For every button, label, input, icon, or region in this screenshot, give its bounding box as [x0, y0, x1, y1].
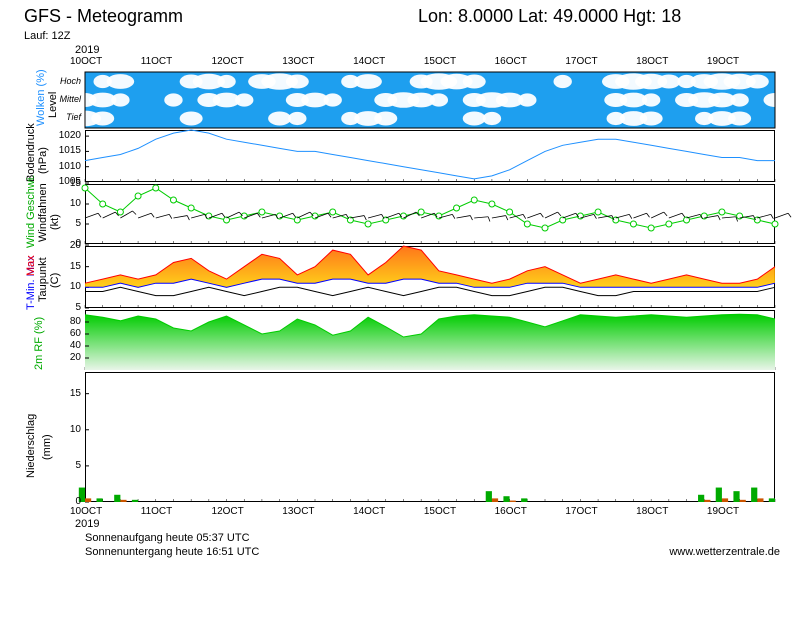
ylabel-temp2: Taupunkt — [37, 257, 49, 302]
ytick-rh: 60 — [53, 328, 81, 339]
ylabel-wind2: Windfahnen — [37, 183, 49, 242]
x-tick-top: 17OCT — [565, 56, 597, 67]
x-tick-top: 19OCT — [707, 56, 739, 67]
x-tick-bottom: 19OCT — [707, 506, 739, 517]
ytick-rh: 80 — [53, 316, 81, 327]
ylabel-pressure: Bodendruck — [25, 123, 37, 182]
ytick-pressure: 1010 — [53, 161, 81, 172]
ylabel-wind: Wind Geschwi. — [25, 175, 37, 248]
x-tick-top: 10OCT — [70, 56, 102, 67]
x-tick-top: 15OCT — [424, 56, 456, 67]
x-tick-bottom: 18OCT — [636, 506, 668, 517]
x-tick-bottom: 13OCT — [282, 506, 314, 517]
year-top: 2019 — [75, 44, 99, 56]
x-tick-top: 12OCT — [212, 56, 244, 67]
ytick-wind: 10 — [53, 198, 81, 209]
ytick-temp: 15 — [53, 261, 81, 272]
ytick-rh: 20 — [53, 352, 81, 363]
year-bottom: 2019 — [75, 518, 99, 530]
ytick-pressure: 1020 — [53, 130, 81, 141]
x-tick-top: 11OCT — [141, 56, 173, 67]
unit-temp: (C) — [49, 273, 61, 288]
ytick-pressure: 1015 — [53, 145, 81, 156]
ylabel-clouds2: Level — [47, 92, 59, 118]
x-tick-bottom: 10OCT — [70, 506, 102, 517]
ylabel-clouds: Wolken (%) — [35, 69, 47, 126]
x-tick-bottom: 15OCT — [424, 506, 456, 517]
x-tick-top: 18OCT — [636, 56, 668, 67]
ytick-temp: 5 — [53, 302, 81, 313]
ytick-precip: 15 — [53, 388, 81, 399]
ytick-wind: 15 — [53, 178, 81, 189]
run-label: Lauf: 12Z — [24, 30, 70, 42]
x-tick-bottom: 11OCT — [141, 506, 173, 517]
x-tick-bottom: 14OCT — [353, 506, 385, 517]
ytick-precip: 5 — [53, 460, 81, 471]
sunset: Sonnenuntergang heute 16:51 UTC — [85, 546, 259, 558]
sunrise: Sonnenaufgang heute 05:37 UTC — [85, 532, 250, 544]
clouds-level: Hoch — [53, 76, 81, 86]
ytick-temp: 20 — [53, 240, 81, 251]
title-right: Lon: 8.0000 Lat: 49.0000 Hgt: 18 — [418, 6, 681, 27]
title-left: GFS - Meteogramm — [24, 6, 183, 27]
unit-precip: (mm) — [41, 434, 53, 460]
ytick-rh: 40 — [53, 340, 81, 351]
unit-wind: (kt) — [49, 214, 61, 230]
unit-pressure: (hPa) — [37, 147, 49, 174]
x-tick-top: 14OCT — [353, 56, 385, 67]
ytick-precip: 10 — [53, 424, 81, 435]
ylabel-rh: 2m RF (%) — [33, 317, 45, 370]
x-tick-bottom: 16OCT — [495, 506, 527, 517]
x-tick-top: 16OCT — [495, 56, 527, 67]
x-tick-bottom: 12OCT — [212, 506, 244, 517]
ylabel-temp-max: Max — [25, 255, 37, 276]
credit: www.wetterzentrale.de — [669, 546, 780, 558]
x-tick-bottom: 17OCT — [565, 506, 597, 517]
x-tick-top: 13OCT — [282, 56, 314, 67]
ylabel-precip: Niederschlag — [25, 414, 37, 478]
